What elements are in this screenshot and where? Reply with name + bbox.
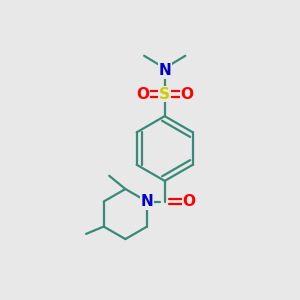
Text: N: N [158, 63, 171, 78]
Text: O: O [183, 194, 196, 209]
Text: S: S [159, 87, 170, 102]
Text: N: N [141, 194, 153, 209]
Text: O: O [180, 87, 193, 102]
Text: O: O [136, 87, 149, 102]
